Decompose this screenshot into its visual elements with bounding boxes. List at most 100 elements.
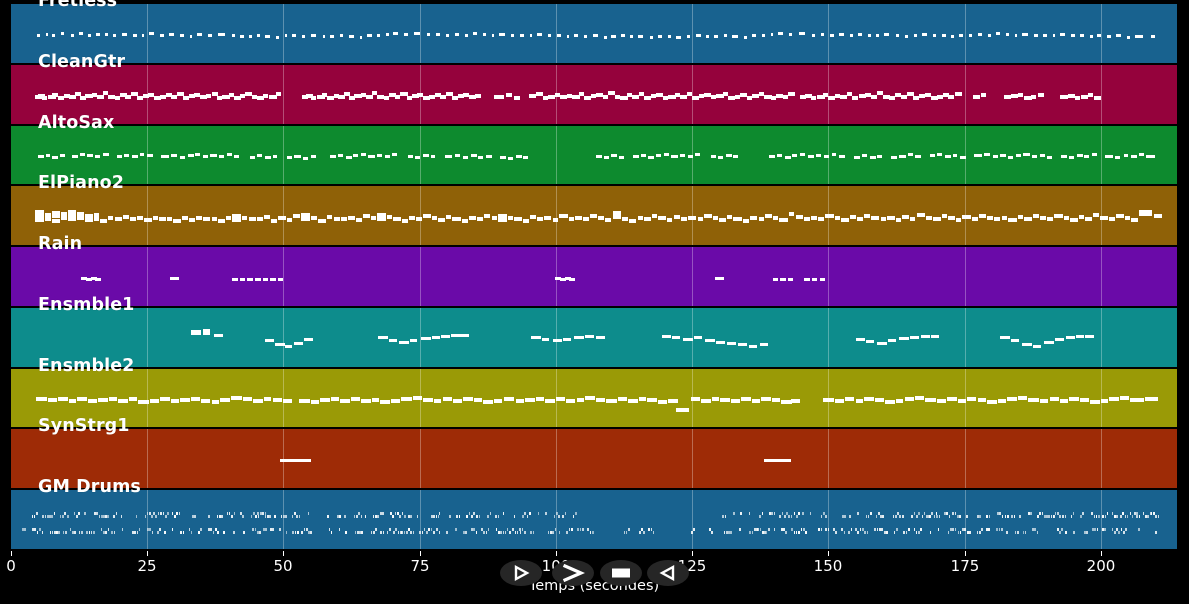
- note: [711, 531, 713, 535]
- track-label: Ensmble2: [38, 356, 135, 376]
- note: [1104, 514, 1107, 518]
- note: [350, 397, 360, 401]
- note: [530, 336, 541, 339]
- note: [554, 528, 557, 532]
- note: [73, 511, 76, 515]
- note: [138, 528, 141, 532]
- note-layer: [11, 369, 1177, 427]
- note: [408, 216, 416, 220]
- note: [107, 216, 114, 220]
- note: [197, 33, 203, 36]
- note: [656, 154, 661, 157]
- note: [280, 459, 311, 462]
- note: [948, 95, 954, 99]
- note: [44, 213, 52, 217]
- note: [380, 400, 391, 404]
- note: [257, 514, 260, 518]
- note: [38, 155, 44, 158]
- note: [936, 514, 938, 518]
- fast-forward-button[interactable]: [552, 560, 594, 586]
- track-row[interactable]: Fretless: [11, 0, 1177, 63]
- note: [414, 32, 421, 35]
- note: [400, 92, 408, 96]
- note: [841, 514, 844, 518]
- note: [433, 399, 442, 403]
- note: [809, 511, 812, 515]
- note: [171, 528, 174, 532]
- note: [215, 528, 217, 532]
- note: [195, 153, 201, 156]
- note: [865, 93, 871, 97]
- note: [855, 399, 864, 403]
- rewind-button[interactable]: [647, 560, 689, 586]
- note: [644, 217, 651, 221]
- note: [638, 531, 641, 535]
- note: [452, 217, 462, 221]
- note: [306, 528, 308, 532]
- note: [532, 531, 535, 535]
- note: [741, 397, 751, 401]
- note: [468, 216, 477, 220]
- note: [748, 345, 758, 348]
- note: [933, 514, 936, 518]
- note: [787, 92, 796, 96]
- track-row[interactable]: Ensmble1: [11, 295, 1177, 367]
- note: [1084, 155, 1090, 158]
- note: [264, 156, 271, 159]
- note: [310, 400, 320, 404]
- note: [95, 33, 100, 36]
- note: [674, 93, 681, 97]
- note: [386, 215, 393, 219]
- note: [392, 153, 398, 156]
- track-row[interactable]: SynStrg1: [11, 416, 1177, 488]
- note: [62, 514, 64, 518]
- note: [902, 514, 905, 518]
- note: [637, 216, 644, 220]
- note: [1063, 216, 1070, 220]
- note: [84, 511, 87, 515]
- note: [233, 511, 236, 515]
- note: [589, 214, 598, 218]
- note: [1138, 210, 1152, 214]
- note: [190, 531, 193, 535]
- track-row[interactable]: ElPiano2: [11, 173, 1177, 245]
- note: [769, 155, 775, 158]
- note: [1039, 511, 1042, 515]
- track-row[interactable]: CleanGtr: [11, 52, 1177, 124]
- note: [820, 33, 825, 36]
- note: [690, 397, 700, 401]
- note: [482, 33, 487, 36]
- note: [732, 35, 738, 38]
- note: [629, 35, 633, 38]
- note: [590, 94, 597, 98]
- note: [345, 531, 347, 535]
- note: [294, 511, 296, 515]
- note: [668, 35, 671, 38]
- note: [752, 399, 760, 403]
- note: [463, 93, 469, 97]
- note: [64, 531, 67, 535]
- note: [913, 528, 916, 532]
- note: [364, 514, 367, 518]
- note: [183, 96, 189, 100]
- track-row[interactable]: AltoSax: [11, 113, 1177, 184]
- track-row[interactable]: Ensmble2: [11, 356, 1177, 427]
- note: [257, 34, 260, 37]
- note: [552, 531, 554, 535]
- note: [773, 528, 776, 532]
- note: [648, 156, 655, 159]
- note: [382, 531, 385, 535]
- note: [279, 528, 281, 532]
- note: [897, 511, 899, 515]
- track-row[interactable]: Rain: [11, 234, 1177, 306]
- note: [330, 35, 335, 38]
- note: [530, 531, 533, 535]
- note: [249, 156, 256, 159]
- stop-button[interactable]: [600, 560, 642, 586]
- play-button[interactable]: [500, 560, 542, 586]
- note: [410, 531, 413, 535]
- note: [744, 36, 748, 39]
- track-row[interactable]: GM Drums: [11, 477, 1177, 549]
- note: [918, 531, 920, 535]
- note: [1023, 153, 1030, 156]
